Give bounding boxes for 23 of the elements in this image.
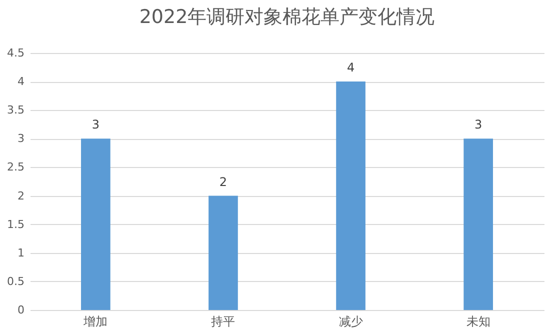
y-tick-label: 1 xyxy=(18,246,24,260)
x-tick-label: 减少 xyxy=(338,314,363,328)
data-label: 2 xyxy=(219,174,228,189)
x-tick-label: 持平 xyxy=(211,314,236,328)
bar xyxy=(208,196,238,310)
bar xyxy=(464,138,493,310)
y-tick-label: 2.5 xyxy=(7,160,24,174)
y-tick-label: 1.5 xyxy=(7,218,24,231)
bar xyxy=(336,82,366,310)
y-tick-label: 3.5 xyxy=(7,104,24,117)
x-tick-label: 增加 xyxy=(82,314,108,328)
y-tick-label: 4 xyxy=(18,75,24,88)
data-label: 3 xyxy=(474,118,482,132)
y-tick-label: 4.5 xyxy=(7,46,24,60)
chart-title: 2022年调研对象棉花单产变化情况 xyxy=(139,6,435,28)
x-tick-label: 未知 xyxy=(466,314,490,328)
y-tick-label: 2 xyxy=(18,189,24,202)
y-tick-label: 3 xyxy=(18,132,24,146)
y-tick-label: 0 xyxy=(18,304,24,316)
y-tick-label: 0.5 xyxy=(7,274,24,288)
data-label: 3 xyxy=(92,118,100,132)
data-label: 4 xyxy=(346,60,355,75)
bar xyxy=(81,138,110,310)
